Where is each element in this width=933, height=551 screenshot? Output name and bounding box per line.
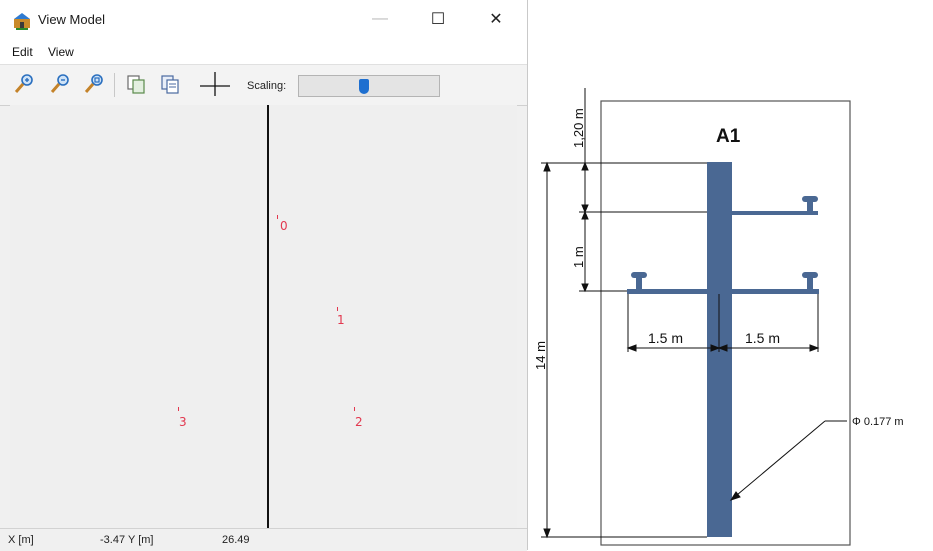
middle-dimension [579,210,627,293]
model-line [267,105,269,528]
point-marker [337,307,338,311]
lower-crossarm [627,289,819,294]
crosshair-icon[interactable] [200,72,230,96]
point-label-2: 2 [355,415,363,429]
toolbar: Scaling: [0,64,527,106]
middle-dimension-label: 1 m [571,246,586,268]
pole-diagram: A1 14 m 1,20 m 1 m 1.5 m 1.5 m [533,88,904,546]
window-title: View Model [38,12,105,27]
diagram-frame [600,100,851,546]
point-label-3: 3 [179,415,187,429]
height-dimension-label: 14 m [533,341,548,370]
x-coordinate-value: -3.47 [100,534,126,546]
view-model-window: View Model — ☐ ✕ Edit View [0,0,528,551]
app-icon [14,13,30,30]
menu-view[interactable]: View [48,45,74,59]
arm-dimension [626,294,820,352]
zoom-in-icon[interactable] [12,72,36,96]
menu-edit[interactable]: Edit [12,45,33,59]
point-marker [354,407,355,411]
point-label-1: 1 [337,313,345,327]
zoom-out-icon[interactable] [48,72,72,96]
insulator-icon [802,196,818,211]
copy-icon[interactable] [124,72,148,96]
top-dimension [579,88,707,214]
diameter-leader [729,420,847,501]
paste-icon[interactable] [158,72,182,96]
diameter-label: Φ 0.177 m [852,416,904,428]
point-label-0: 0 [280,219,288,233]
right-arm-label: 1.5 m [745,330,780,346]
scaling-slider-thumb[interactable] [359,79,369,94]
scaling-label: Scaling: [247,80,287,92]
insulator-icon [631,272,647,289]
status-bar: X [m] -3.47 Y [m] 26.49 [0,528,527,551]
height-dimension [541,161,707,539]
title-bar[interactable]: View Model — ☐ ✕ [0,0,527,40]
toolbar-separator [114,73,115,97]
insulator-icon [802,272,818,289]
pole-title: A1 [716,126,741,147]
upper-crossarm [732,211,818,215]
scaling-slider[interactable] [298,75,440,97]
point-marker [178,407,179,411]
menu-bar: Edit View [0,40,527,64]
top-dimension-label: 1,20 m [571,108,586,148]
close-button[interactable]: ✕ [489,11,503,28]
model-canvas[interactable]: 0 1 2 3 [10,105,517,528]
zoom-fit-icon[interactable] [82,72,106,96]
left-arm-label: 1.5 m [648,330,683,346]
minimize-button[interactable]: — [372,10,388,27]
maximize-button[interactable]: ☐ [430,11,446,28]
y-coordinate-value: 26.49 [222,534,250,546]
x-coordinate-label: X [m] [8,534,34,546]
y-coordinate-label: Y [m] [128,534,154,546]
point-marker [277,215,278,219]
